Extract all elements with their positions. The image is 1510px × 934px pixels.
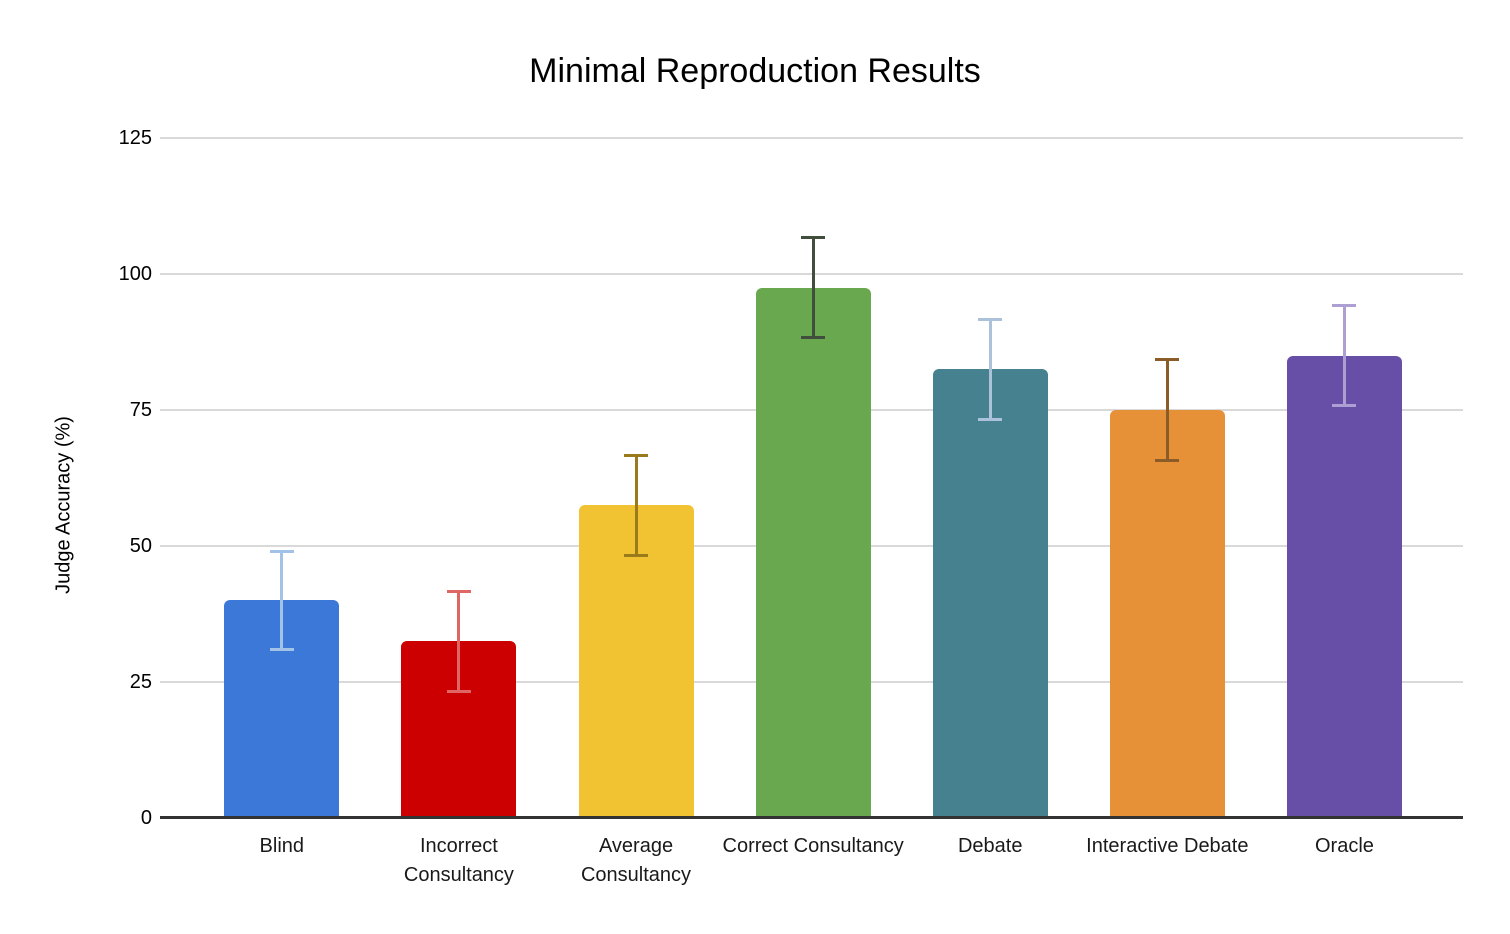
y-tick-label: 25 xyxy=(129,671,152,693)
y-tick-label: 50 xyxy=(129,535,152,557)
plot-area xyxy=(160,137,1463,819)
error-bar-blind xyxy=(280,551,284,650)
error-cap-bottom-oracle xyxy=(1332,404,1357,408)
error-cap-bottom-incorrect-consultancy xyxy=(446,689,471,693)
y-tick-label: 125 xyxy=(118,127,152,149)
bar-debate xyxy=(932,369,1048,818)
gridline-125 xyxy=(160,137,1463,139)
bar-correct-consultancy xyxy=(755,287,871,818)
x-axis-line xyxy=(160,816,1463,819)
error-cap-top-blind xyxy=(269,549,294,553)
chart-title: Minimal Reproduction Results xyxy=(529,52,981,90)
x-tick-label-blind: Blind xyxy=(259,835,305,857)
x-tick-label-debate: Debate xyxy=(957,835,1023,857)
gridline-100 xyxy=(160,273,1463,275)
error-cap-top-correct-consultancy xyxy=(801,236,826,240)
x-tick-label-incorrect-consultancy: Incorrect Consultancy xyxy=(403,835,514,886)
error-bar-correct-consultancy xyxy=(811,237,815,338)
y-tick-label: 100 xyxy=(118,263,152,285)
x-tick-label-average-consultancy: Average Consultancy xyxy=(580,835,692,886)
error-cap-top-interactive-debate xyxy=(1155,358,1180,362)
error-cap-bottom-interactive-debate xyxy=(1155,458,1180,462)
x-tick-label-correct-consultancy: Correct Consultancy xyxy=(722,835,904,857)
error-cap-bottom-blind xyxy=(269,647,294,651)
bar-interactive-debate xyxy=(1109,410,1225,818)
error-cap-top-average-consultancy xyxy=(624,453,649,457)
error-cap-bottom-correct-consultancy xyxy=(801,336,826,340)
error-bar-average-consultancy xyxy=(634,455,638,556)
error-cap-bottom-average-consultancy xyxy=(624,553,649,557)
error-bar-debate xyxy=(988,319,992,420)
error-cap-top-incorrect-consultancy xyxy=(446,589,471,593)
y-tick-label: 0 xyxy=(140,807,152,829)
y-tick-label: 75 xyxy=(129,399,152,421)
error-cap-bottom-debate xyxy=(978,417,1003,421)
error-cap-top-debate xyxy=(978,317,1003,321)
error-bar-oracle xyxy=(1342,305,1346,406)
error-bar-incorrect-consultancy xyxy=(457,591,461,692)
bar-average-consultancy xyxy=(578,505,694,818)
x-tick-label-oracle: Oracle xyxy=(1315,835,1374,857)
x-tick-label-interactive-debate: Interactive Debate xyxy=(1086,835,1249,857)
error-cap-top-oracle xyxy=(1332,304,1357,308)
bar-oracle xyxy=(1286,355,1402,818)
error-bar-interactive-debate xyxy=(1165,359,1169,461)
y-axis-title: Judge Accuracy (%) xyxy=(52,416,75,594)
